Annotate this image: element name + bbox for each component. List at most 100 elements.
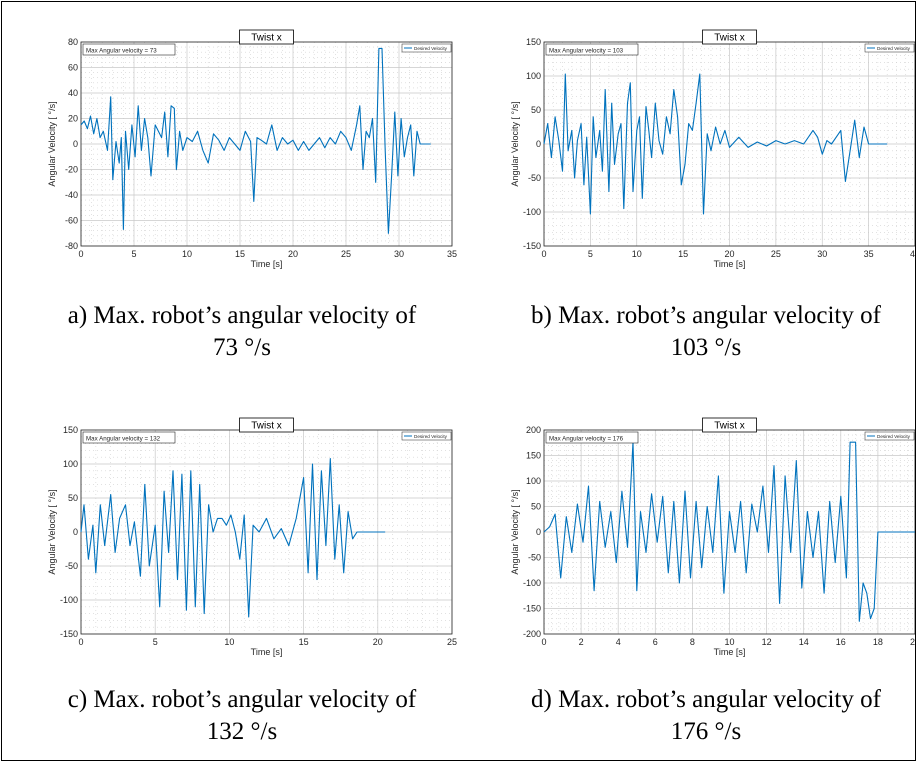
x-tick-label: 25: [447, 637, 457, 647]
y-tick-label: 200: [526, 425, 541, 435]
caption-b-line2: 103 °/s: [670, 334, 742, 361]
y-tick-label: 50: [531, 502, 541, 512]
y-tick-label: 50: [531, 105, 541, 115]
caption-c: c) Max. robot’s angular velocity of 132 …: [22, 684, 462, 748]
annotation-box: [82, 431, 176, 444]
x-tick-label: 35: [864, 249, 874, 259]
chart-title: Twist x: [714, 33, 745, 44]
caption-b-line1: b) Max. robot’s angular velocity of: [531, 302, 881, 329]
x-tick-label: 15: [235, 249, 245, 259]
caption-a-line1: a) Max. robot’s angular velocity of: [67, 302, 417, 329]
y-tick-label: 60: [68, 63, 78, 73]
legend-label: Desired Velocity: [414, 46, 448, 51]
y-tick-label: 100: [526, 476, 541, 486]
x-tick-label: 2: [579, 637, 584, 647]
chart-b: 0 5 10 15 20 25 30 35 40 -150 -100 -50 0 50 100 150 Time…: [510, 29, 916, 269]
x-tick-label: 10: [224, 637, 234, 647]
x-tick-label: 4: [616, 637, 621, 647]
y-tick-label: 150: [63, 425, 78, 435]
y-tick-label: -100: [523, 207, 541, 217]
y-tick-label: -50: [528, 173, 541, 183]
x-tick-label: 20: [910, 637, 916, 647]
x-tick-label: 25: [771, 249, 781, 259]
x-tick-label: 35: [447, 249, 457, 259]
series-line-desired-velocity: [543, 73, 888, 215]
y-tick-label: -200: [523, 629, 541, 639]
y-axis-label: Angular Velocity [ °/s]: [47, 489, 57, 574]
annotation-box: [545, 43, 639, 56]
series-line-desired-velocity: [543, 441, 915, 622]
x-tick-label: 8: [690, 637, 695, 647]
caption-c-line1: c) Max. robot’s angular velocity of: [67, 686, 417, 713]
caption-d: d) Max. robot’s angular velocity of 176 …: [486, 684, 915, 748]
y-tick-label: -50: [65, 561, 78, 571]
y-tick-label: 0: [73, 139, 78, 149]
y-tick-label: -100: [60, 595, 78, 605]
y-axis-label: Angular Velocity [ °/s]: [47, 101, 57, 186]
caption-b: b) Max. robot’s angular velocity of 103 …: [486, 300, 915, 364]
legend-box: [864, 431, 915, 441]
x-tick-label: 6: [653, 637, 658, 647]
y-tick-label: 0: [536, 527, 541, 537]
x-axis-label: Time [s]: [251, 647, 283, 657]
y-tick-label: 50: [68, 493, 78, 503]
chart-a: 0 5 10 15 20 25 30 35 -80 -60 -40 -20 0 20 40 60 80 Time …: [47, 29, 457, 269]
y-tick-label: 40: [68, 88, 78, 98]
y-axis-label: Angular Velocity [ °/s]: [510, 101, 520, 186]
y-tick-label: 80: [68, 37, 78, 47]
legend-box: [401, 431, 452, 441]
y-tick-label: -100: [523, 578, 541, 588]
y-tick-label: 100: [526, 71, 541, 81]
chart-title: Twist x: [251, 421, 282, 432]
x-tick-label: 30: [394, 249, 404, 259]
legend-box: [401, 43, 452, 53]
y-tick-label: 150: [526, 37, 541, 47]
caption-a-line2: 73 °/s: [213, 334, 271, 361]
x-tick-label: 14: [799, 637, 809, 647]
x-tick-label: 15: [678, 249, 688, 259]
x-axis-label: Time [s]: [251, 259, 283, 269]
legend-label: Desired Velocity: [414, 434, 448, 439]
y-tick-label: -150: [523, 241, 541, 251]
x-axis-label: Time [s]: [714, 647, 746, 657]
y-tick-label: -20: [65, 165, 78, 175]
x-tick-label: 10: [724, 637, 734, 647]
x-tick-label: 5: [131, 249, 136, 259]
y-tick-label: -150: [523, 604, 541, 614]
series-line-desired-velocity: [80, 47, 431, 234]
x-tick-label: 16: [836, 637, 846, 647]
caption-c-line2: 132 °/s: [206, 718, 278, 745]
annotation-box: [82, 43, 176, 56]
y-tick-label: -80: [65, 241, 78, 251]
chart-title: Twist x: [251, 33, 282, 44]
y-tick-label: 100: [63, 459, 78, 469]
x-tick-label: 5: [153, 637, 158, 647]
caption-d-line2: 176 °/s: [670, 718, 742, 745]
annotation-box: [545, 431, 639, 444]
x-tick-label: 10: [632, 249, 642, 259]
y-tick-label: -150: [60, 629, 78, 639]
title-box: [239, 417, 294, 433]
y-tick-label: -50: [528, 553, 541, 563]
y-tick-label: 0: [536, 139, 541, 149]
legend-box: [864, 43, 915, 53]
x-tick-label: 15: [299, 637, 309, 647]
annotation-text: Max Angular velocity = 73: [86, 48, 157, 55]
annotation-text: Max Angular velocity = 103: [549, 48, 624, 55]
x-tick-label: 10: [182, 249, 192, 259]
x-tick-label: 5: [588, 249, 593, 259]
annotation-text: Max Angular velocity = 132: [86, 436, 161, 443]
x-tick-label: 0: [78, 249, 83, 259]
x-tick-label: 30: [817, 249, 827, 259]
x-tick-label: 12: [762, 637, 772, 647]
x-tick-label: 20: [724, 249, 734, 259]
annotation-text: Max Angular velocity = 176: [549, 436, 624, 443]
chart-c: 0 5 10 15 20 25 -150 -100 -50 0 50 100 150 Time [s] An…: [47, 417, 457, 657]
x-axis-label: Time [s]: [714, 259, 746, 269]
x-tick-label: 0: [541, 637, 546, 647]
y-axis-label: Angular Velocity [ °/s]: [510, 489, 520, 574]
x-tick-label: 40: [910, 249, 916, 259]
title-box: [702, 417, 757, 433]
y-tick-label: 0: [73, 527, 78, 537]
